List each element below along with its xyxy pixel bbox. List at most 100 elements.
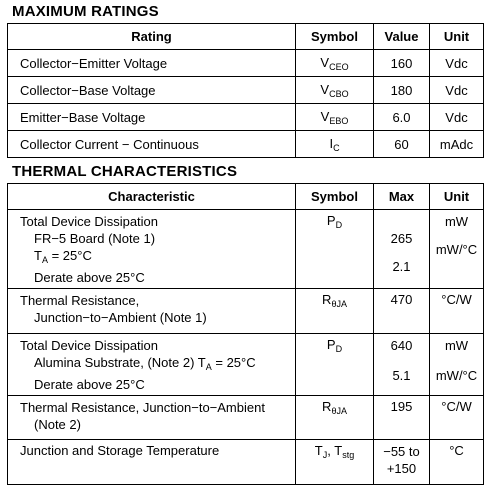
rating-unit: Vdc [429, 76, 484, 104]
rating-name: Collector−Emitter Voltage [7, 49, 296, 77]
max-cell: 265 2.1 [373, 209, 430, 289]
table-row: Total Device Dissipation FR−5 Board (Not… [7, 209, 484, 289]
symbol-subscript: D [335, 220, 343, 230]
header-unit: Unit [429, 23, 484, 50]
symbol-cell: RθJA [295, 288, 374, 334]
symbol-subscript: stg [342, 450, 355, 460]
char-line: Total Device Dissipation [20, 338, 159, 353]
rating-name: Collector−Base Voltage [7, 76, 296, 104]
unit-value: mW/°C [435, 242, 478, 257]
char-line: FR−5 Board (Note 1) [34, 231, 156, 246]
characteristic-cell: Total Device Dissipation FR−5 Board (Not… [7, 209, 296, 289]
thermal-title: THERMAL CHARACTERISTICS [12, 163, 238, 180]
rating-unit: Vdc [429, 49, 484, 77]
rating-unit: mAdc [429, 130, 484, 158]
symbol-separator: , T [327, 443, 343, 458]
header-value: Value [373, 23, 430, 50]
char-line: Derate above 25°C [34, 377, 145, 392]
rating-symbol: VCEO [295, 49, 374, 77]
max-ratings-title: MAXIMUM RATINGS [12, 3, 159, 20]
symbol-base: V [320, 81, 330, 97]
rating-symbol: VEBO [295, 103, 374, 131]
unit-cell: °C/W [429, 395, 484, 440]
symbol-base: R [322, 292, 332, 307]
symbol-base: V [320, 108, 330, 124]
max-value: 640 [390, 338, 413, 353]
symbol-cell: PD [295, 333, 374, 396]
rating-symbol: IC [295, 130, 374, 158]
unit-value: mW/°C [435, 368, 478, 383]
symbol-base: T [314, 443, 323, 458]
thermal-header-row: Characteristic Symbol Max Unit [7, 183, 484, 210]
char-line: Junction−to−Ambient (Note 1) [34, 310, 207, 325]
max-value: 5.1 [392, 368, 411, 383]
header-rating: Rating [7, 23, 296, 50]
header-max: Max [373, 183, 430, 210]
symbol-subscript: C [333, 142, 340, 153]
unit-cell: °C/W [429, 288, 484, 334]
temp-subscript: A [41, 255, 48, 265]
symbol-cell: RθJA [295, 395, 374, 440]
char-line: Thermal Resistance, [20, 293, 140, 308]
rating-name: Collector Current − Continuous [7, 130, 296, 158]
rating-value: 60 [373, 130, 430, 158]
table-row: Collector Current − Continuous IC 60 mAd… [7, 130, 484, 158]
max-value: 2.1 [392, 259, 411, 274]
rating-symbol: VCBO [295, 76, 374, 104]
table-row: Thermal Resistance, Junction−to−Ambient … [7, 395, 484, 440]
max-value: +150 [386, 461, 417, 476]
thermal-table: Characteristic Symbol Max Unit Total Dev… [7, 183, 484, 485]
characteristic-cell: Thermal Resistance, Junction−to−Ambient … [7, 288, 296, 334]
rating-value: 160 [373, 49, 430, 77]
symbol-cell: PD [295, 209, 374, 289]
characteristic-cell: Thermal Resistance, Junction−to−Ambient … [7, 395, 296, 440]
header-symbol: Symbol [295, 23, 374, 50]
table-row: Total Device Dissipation Alumina Substra… [7, 333, 484, 396]
symbol-subscript: θJA [331, 299, 347, 309]
temp-subscript: A [205, 362, 212, 372]
table-row: Thermal Resistance, Junction−to−Ambient … [7, 288, 484, 334]
header-symbol: Symbol [295, 183, 374, 210]
table-row: Collector−Emitter Voltage VCEO 160 Vdc [7, 49, 484, 77]
unit-value: mW [444, 338, 469, 353]
symbol-cell: TJ, Tstg [295, 439, 374, 485]
max-ratings-header-row: Rating Symbol Value Unit [7, 23, 484, 50]
header-characteristic: Characteristic [7, 183, 296, 210]
symbol-base: P [326, 337, 336, 352]
thermal-section: THERMAL CHARACTERISTICS Characteristic S… [0, 158, 491, 485]
char-line: Derate above 25°C [34, 270, 145, 285]
unit-cell: mW mW/°C [429, 333, 484, 396]
max-value: −55 to [383, 444, 420, 459]
rating-value: 180 [373, 76, 430, 104]
table-row: Junction and Storage Temperature TJ, Tst… [7, 439, 484, 485]
symbol-subscript: θJA [331, 406, 347, 416]
max-value: 265 [390, 231, 413, 246]
char-line: Thermal Resistance, Junction−to−Ambient [20, 400, 265, 415]
temp-value: = 25°C [211, 355, 256, 370]
symbol-subscript: D [335, 344, 343, 354]
symbol-subscript: J [322, 450, 328, 460]
unit-value: mW [444, 214, 469, 229]
symbol-subscript: CBO [329, 88, 349, 99]
unit-cell: °C [429, 439, 484, 485]
max-cell: −55 to +150 [373, 439, 430, 485]
table-row: Emitter−Base Voltage VEBO 6.0 Vdc [7, 103, 484, 131]
symbol-subscript: CEO [329, 61, 349, 72]
rating-name: Emitter−Base Voltage [7, 103, 296, 131]
max-cell: 640 5.1 [373, 333, 430, 396]
max-cell: 470 [373, 288, 430, 334]
char-line: TA = 25°C [20, 247, 295, 269]
max-cell: 195 [373, 395, 430, 440]
characteristic-cell: Total Device Dissipation Alumina Substra… [7, 333, 296, 396]
substrate-text: Alumina Substrate, (Note 2) T [34, 355, 206, 370]
table-row: Collector−Base Voltage VCBO 180 Vdc [7, 76, 484, 104]
max-ratings-section: MAXIMUM RATINGS Rating Symbol Value Unit… [0, 0, 491, 158]
char-line: (Note 2) [34, 417, 81, 432]
symbol-base: P [326, 213, 336, 228]
symbol-subscript: EBO [329, 115, 349, 126]
rating-unit: Vdc [429, 103, 484, 131]
max-ratings-table: Rating Symbol Value Unit Collector−Emitt… [7, 23, 484, 158]
rating-value: 6.0 [373, 103, 430, 131]
header-unit: Unit [429, 183, 484, 210]
characteristic-cell: Junction and Storage Temperature [7, 439, 296, 485]
